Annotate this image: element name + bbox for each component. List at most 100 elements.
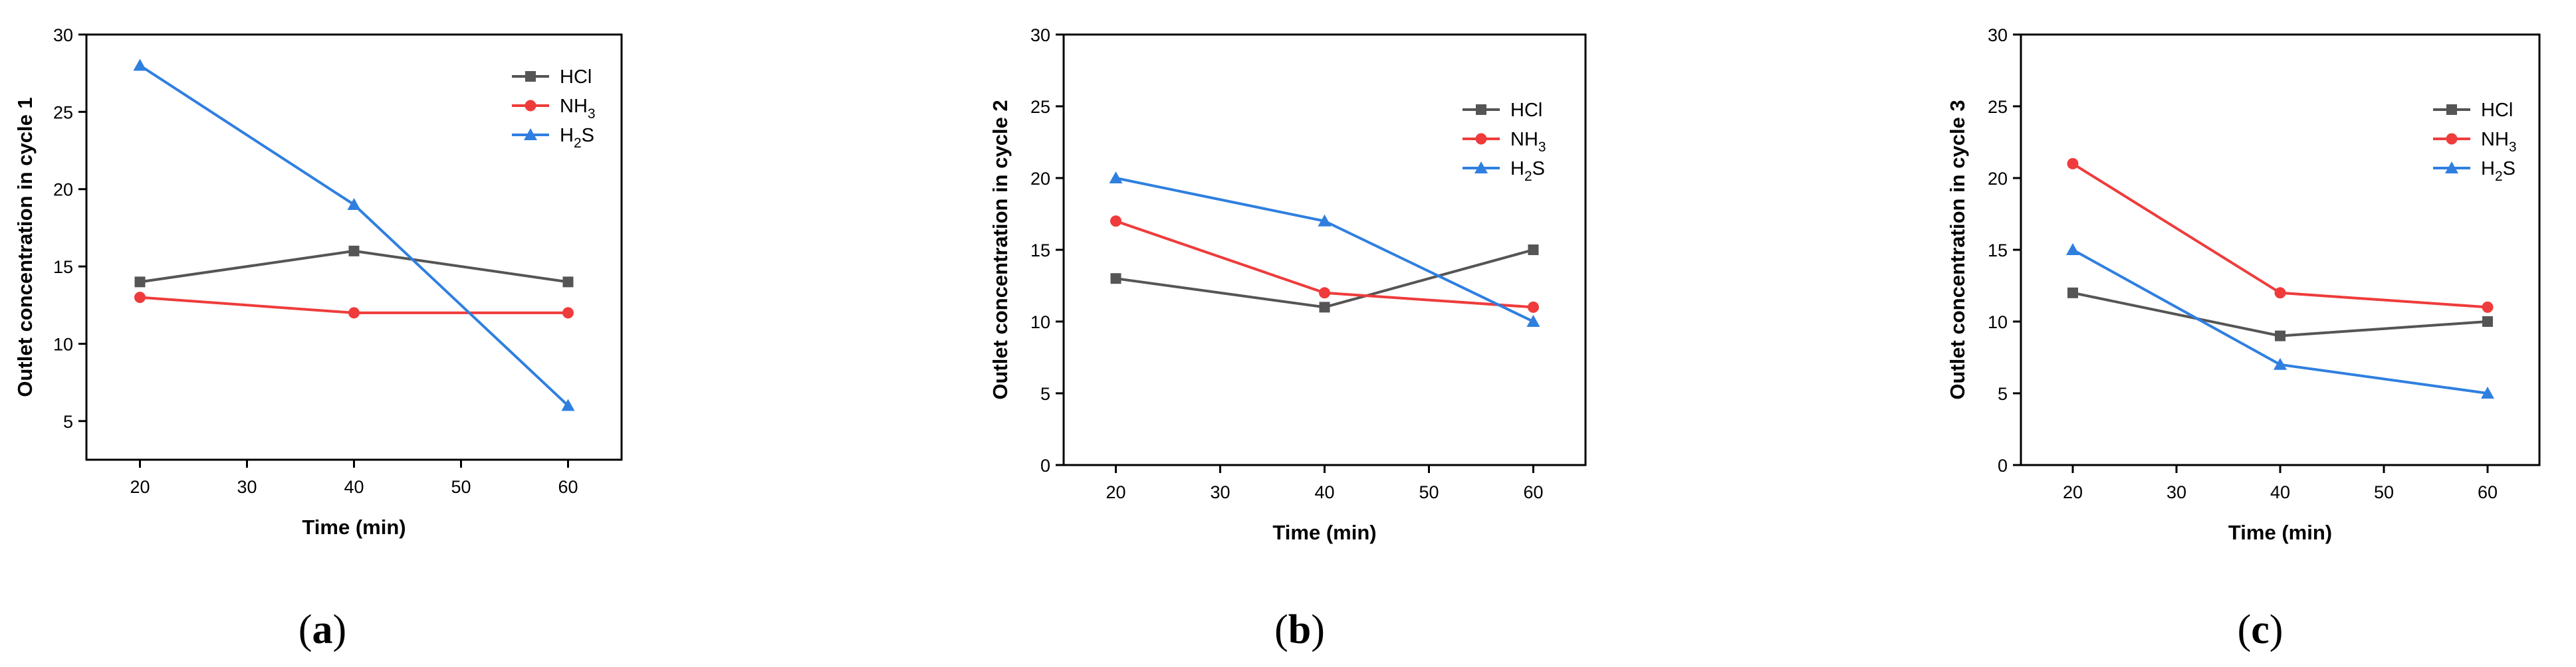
legend-label-main: HCl: [2481, 100, 2513, 121]
data-point: [2067, 287, 2078, 298]
legend-label-subscript: 3: [1538, 140, 1546, 155]
x-tick-label: 60: [1523, 482, 1543, 502]
legend-label-tail: S: [2503, 158, 2516, 179]
legend-item: NH3: [512, 96, 596, 122]
legend-item: HCl: [512, 66, 592, 88]
legend: HCl NH3 H2S: [512, 66, 596, 151]
panel-label-letter: c: [2251, 607, 2270, 652]
legend-item: HCl: [1463, 100, 1542, 121]
legend-label-main: HCl: [560, 66, 592, 88]
legend-label-main: NH: [560, 96, 588, 117]
panel-label: (a): [298, 607, 346, 652]
chart-panel-a: 20 30 40 50 60 5 10 15 20 25 30 Time (min) Outlet co…: [13, 25, 623, 652]
series-nh3: [2067, 157, 2494, 313]
y-axis-title: Outlet concentration in cycle 3: [1946, 100, 1969, 399]
plot-frame: [2020, 33, 2541, 466]
y-axis-title: Outlet concentration in cycle 2: [989, 100, 1012, 399]
series-h2s: [2066, 243, 2494, 399]
legend-label-subscript: 3: [2509, 140, 2517, 155]
data-point: [2275, 330, 2285, 341]
series-hcl: [134, 245, 574, 288]
legend: HCl NH3 H2S: [2433, 100, 2517, 184]
panel-label-letter: a: [312, 607, 333, 652]
data-point: [134, 292, 146, 304]
legend-label-subscript: 2: [1524, 169, 1532, 184]
data-point: [2482, 301, 2494, 313]
data-point: [1110, 273, 1121, 284]
series-h2s: [133, 58, 575, 411]
x-tick-label: 40: [344, 477, 364, 497]
legend-marker: [1475, 133, 1487, 145]
x-tick-label: 50: [1419, 482, 1439, 502]
legend-marker: [2445, 161, 2458, 173]
x-axis-title: Time (min): [302, 516, 406, 539]
chart-panel-b: 20 30 40 50 60 0 5 10 15 20 25 30 Time (min) Outlet c…: [989, 25, 1587, 652]
data-point: [2274, 287, 2286, 299]
panel-label-close: ): [2270, 607, 2283, 652]
panel-label: (c): [2238, 607, 2283, 652]
plot-frame: [1062, 33, 1587, 466]
x-tick-label: 60: [2478, 482, 2498, 502]
legend-label-subscript: 3: [588, 106, 596, 122]
y-tick-label: 15: [53, 257, 73, 277]
legend-label: HCl: [1510, 100, 1542, 121]
x-axis-title: Time (min): [1272, 521, 1376, 544]
legend-item: H2S: [2433, 158, 2516, 184]
data-point: [561, 399, 575, 411]
legend-label: H2S: [2481, 158, 2516, 184]
data-point: [562, 276, 574, 288]
data-point: [134, 276, 146, 288]
y-tick-label: 30: [1988, 25, 2008, 45]
series-hcl: [1110, 244, 1539, 313]
legend-label-main: NH: [1510, 129, 1538, 150]
data-point: [1319, 287, 1330, 299]
x-axis-title: Time (min): [2228, 521, 2332, 544]
data-point: [348, 307, 360, 319]
legend-label-main: H: [560, 125, 574, 146]
panel-label: (b): [1274, 607, 1325, 652]
data-point: [2481, 387, 2494, 399]
legend-label: H2S: [560, 125, 594, 151]
legend-label: HCl: [2481, 100, 2513, 121]
legend-item: NH3: [2433, 129, 2517, 155]
panel-label-close: ): [1311, 607, 1325, 652]
legend-label-subscript: 2: [2495, 169, 2503, 184]
y-tick-label: 20: [53, 180, 73, 200]
y-tick-label: 30: [53, 25, 73, 45]
panel-label-open: (: [298, 607, 312, 652]
y-tick-label: 5: [63, 412, 73, 432]
x-tick-label: 20: [1106, 482, 1125, 502]
legend-marker: [1474, 161, 1488, 173]
data-point: [1528, 301, 1539, 313]
legend-marker: [1476, 104, 1486, 115]
legend-marker: [525, 71, 536, 82]
data-point: [1110, 215, 1121, 227]
data-point: [2274, 357, 2287, 370]
x-tick-label: 30: [237, 477, 257, 497]
y-tick-label: 15: [1988, 240, 2008, 260]
legend-label-main: NH: [2481, 129, 2509, 150]
data-point: [1526, 315, 1540, 327]
data-point: [1528, 244, 1539, 255]
data-point: [347, 198, 361, 210]
x-tick-label: 20: [2063, 482, 2083, 502]
data-point: [348, 245, 360, 256]
y-tick-label: 10: [1030, 312, 1050, 332]
data-point: [2067, 157, 2079, 169]
x-tick-label: 60: [558, 477, 578, 497]
series-line: [1115, 177, 1534, 323]
legend-item: H2S: [1463, 158, 1545, 184]
legend-marker: [2446, 133, 2458, 145]
data-point: [1318, 214, 1332, 227]
x-tick-label: 40: [2270, 482, 2290, 502]
x-tick-label: 40: [1314, 482, 1334, 502]
legend-item: HCl: [2433, 100, 2513, 121]
legend-item: H2S: [512, 125, 594, 151]
data-point: [2066, 243, 2079, 255]
y-tick-label: 5: [1040, 384, 1050, 404]
legend-label-main: H: [1510, 158, 1524, 179]
series-line: [1115, 248, 1534, 309]
x-tick-label: 30: [1210, 482, 1230, 502]
series-line: [2072, 248, 2488, 395]
legend: HCl NH3 H2S: [1463, 100, 1546, 184]
